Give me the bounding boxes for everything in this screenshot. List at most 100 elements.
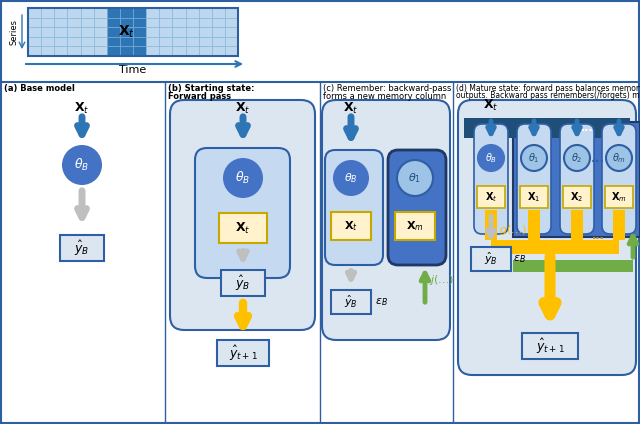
- Bar: [67, 27, 81, 37]
- Bar: [93, 46, 107, 56]
- Bar: [146, 37, 159, 46]
- Bar: [81, 8, 93, 18]
- Text: $\hat{y}_{t+1}$: $\hat{y}_{t+1}$: [536, 337, 564, 356]
- Bar: [133, 8, 146, 18]
- Text: $\theta_B$: $\theta_B$: [485, 151, 497, 165]
- Bar: [28, 27, 41, 37]
- Bar: [513, 122, 640, 237]
- Bar: [198, 46, 212, 56]
- Bar: [120, 8, 133, 18]
- Bar: [54, 8, 67, 18]
- Bar: [133, 46, 146, 56]
- Text: $\mathbf{X}_t$: $\mathbf{X}_t$: [118, 24, 135, 40]
- Text: Time: Time: [120, 65, 147, 75]
- Bar: [67, 8, 81, 18]
- Bar: [28, 8, 238, 56]
- Bar: [60, 235, 104, 261]
- Bar: [172, 27, 186, 37]
- Bar: [198, 18, 212, 27]
- Bar: [522, 333, 578, 359]
- Bar: [471, 247, 511, 271]
- Bar: [395, 212, 435, 240]
- Bar: [81, 37, 93, 46]
- Bar: [212, 46, 225, 56]
- Bar: [613, 210, 625, 240]
- Text: $\mathbf{X}_m$: $\mathbf{X}_m$: [611, 190, 627, 204]
- FancyBboxPatch shape: [474, 124, 508, 234]
- Text: (a) Base model: (a) Base model: [4, 84, 75, 93]
- Bar: [198, 8, 212, 18]
- Bar: [146, 8, 159, 18]
- Text: Series: Series: [10, 19, 19, 45]
- Bar: [212, 18, 225, 27]
- Bar: [212, 8, 225, 18]
- Bar: [159, 18, 172, 27]
- Bar: [54, 37, 67, 46]
- Bar: [146, 18, 159, 27]
- Text: $\hat{y}_B$: $\hat{y}_B$: [74, 238, 90, 257]
- Bar: [225, 27, 238, 37]
- Bar: [54, 46, 67, 56]
- Bar: [186, 46, 198, 56]
- Text: $\hat{y}_B$: $\hat{y}_B$: [344, 294, 358, 310]
- Bar: [571, 210, 583, 240]
- Bar: [81, 18, 93, 27]
- Circle shape: [397, 160, 433, 196]
- Bar: [186, 18, 198, 27]
- Bar: [491, 240, 619, 254]
- Bar: [107, 18, 120, 27]
- Bar: [28, 37, 41, 46]
- Circle shape: [478, 145, 504, 171]
- Bar: [198, 37, 212, 46]
- Bar: [159, 27, 172, 37]
- FancyBboxPatch shape: [325, 150, 383, 265]
- Text: $\mathbf{X}_2$: $\mathbf{X}_2$: [570, 190, 584, 204]
- Bar: [225, 8, 238, 18]
- Bar: [212, 27, 225, 37]
- Bar: [93, 37, 107, 46]
- Text: $j(\ldots)$: $j(\ldots)$: [429, 273, 454, 287]
- Bar: [146, 27, 159, 37]
- Bar: [81, 27, 93, 37]
- Bar: [331, 212, 371, 240]
- Text: $\theta_1$: $\theta_1$: [528, 151, 540, 165]
- Bar: [133, 18, 146, 27]
- Bar: [186, 27, 198, 37]
- Bar: [41, 37, 54, 46]
- Bar: [146, 46, 159, 56]
- Bar: [41, 8, 54, 18]
- FancyBboxPatch shape: [602, 124, 636, 234]
- Circle shape: [521, 145, 547, 171]
- Text: (c) Remember: backward-pass: (c) Remember: backward-pass: [323, 84, 451, 93]
- Bar: [212, 37, 225, 46]
- Bar: [605, 186, 633, 208]
- Bar: [331, 290, 371, 314]
- Bar: [186, 37, 198, 46]
- Bar: [485, 210, 497, 240]
- Bar: [120, 18, 133, 27]
- Text: $\theta_1$: $\theta_1$: [408, 171, 422, 185]
- Bar: [93, 8, 107, 18]
- Bar: [198, 27, 212, 37]
- Bar: [81, 46, 93, 56]
- Text: $\mathbf{X}_t$: $\mathbf{X}_t$: [484, 190, 497, 204]
- Bar: [159, 8, 172, 18]
- Text: $\mathbf{X}_t$: $\mathbf{X}_t$: [483, 98, 499, 112]
- FancyBboxPatch shape: [195, 148, 290, 278]
- Text: (d) Mature state: forward pass balances memory columns': (d) Mature state: forward pass balances …: [456, 84, 640, 93]
- Bar: [28, 8, 41, 18]
- Text: $\theta_B$: $\theta_B$: [236, 170, 250, 186]
- Text: $\hat{y}_B$: $\hat{y}_B$: [236, 273, 251, 293]
- Text: Forward pass: Forward pass: [168, 92, 231, 101]
- Bar: [563, 186, 591, 208]
- Bar: [219, 213, 267, 243]
- FancyBboxPatch shape: [560, 124, 594, 234]
- Bar: [67, 46, 81, 56]
- Text: $\hat{y}_B$: $\hat{y}_B$: [484, 251, 498, 267]
- Text: $\mathbf{X}_t$: $\mathbf{X}_t$: [236, 100, 251, 116]
- Text: (b) Starting state:: (b) Starting state:: [168, 84, 255, 93]
- Bar: [107, 46, 120, 56]
- Bar: [28, 18, 41, 27]
- Bar: [528, 210, 540, 240]
- Bar: [54, 27, 67, 37]
